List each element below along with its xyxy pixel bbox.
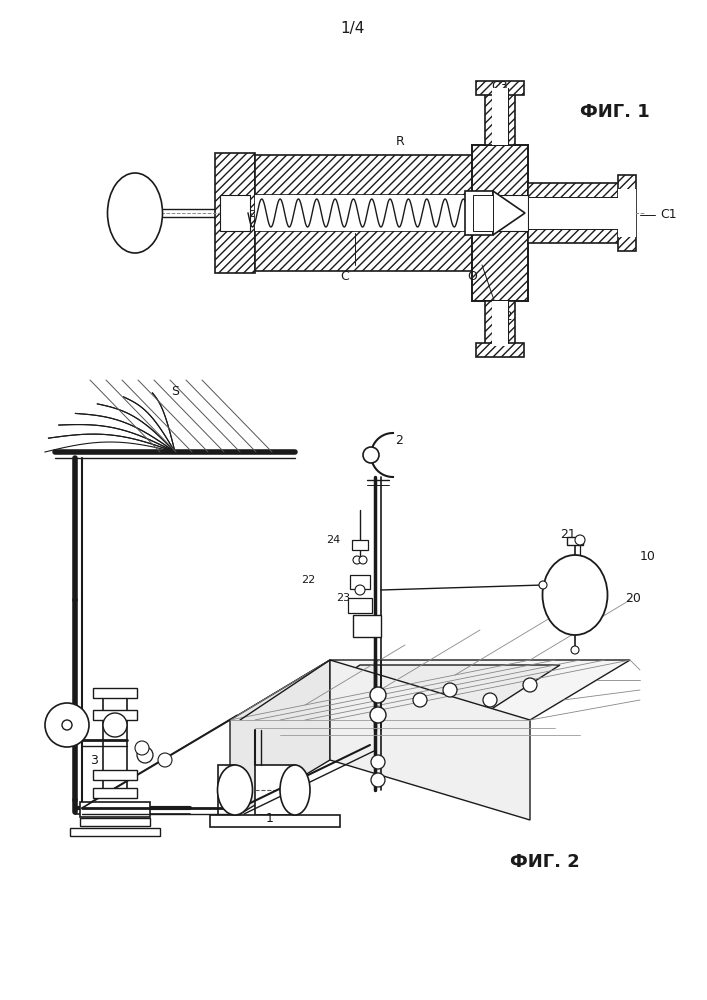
Circle shape <box>158 753 172 767</box>
Text: 1: 1 <box>266 812 274 825</box>
Bar <box>93 770 137 780</box>
Bar <box>472 195 528 231</box>
Circle shape <box>355 585 365 595</box>
Polygon shape <box>493 191 525 235</box>
Circle shape <box>135 741 149 755</box>
Bar <box>353 615 381 637</box>
Bar <box>485 88 515 145</box>
Bar <box>485 301 515 346</box>
Circle shape <box>137 747 153 763</box>
Text: ФИГ. 2: ФИГ. 2 <box>510 853 580 871</box>
Circle shape <box>370 687 386 703</box>
Bar <box>80 818 150 826</box>
Bar <box>93 788 137 798</box>
Text: ФИГ. 1: ФИГ. 1 <box>580 103 650 121</box>
Polygon shape <box>290 665 560 710</box>
Circle shape <box>363 447 379 463</box>
Circle shape <box>353 556 361 564</box>
Bar <box>103 690 127 790</box>
Text: C1: C1 <box>660 209 677 222</box>
Circle shape <box>571 646 579 654</box>
Circle shape <box>371 773 385 787</box>
Bar <box>255 195 500 231</box>
Bar <box>255 765 295 815</box>
Ellipse shape <box>218 765 252 815</box>
Text: S: S <box>171 385 179 398</box>
Text: C2: C2 <box>497 310 513 323</box>
Circle shape <box>413 693 427 707</box>
Circle shape <box>483 693 497 707</box>
Text: 20: 20 <box>625 591 641 604</box>
Circle shape <box>371 755 385 769</box>
Ellipse shape <box>542 555 607 635</box>
Text: O: O <box>467 270 477 283</box>
Bar <box>350 575 370 589</box>
Text: 22: 22 <box>300 575 315 585</box>
Bar <box>220 195 250 231</box>
Ellipse shape <box>107 173 163 253</box>
Circle shape <box>62 720 72 730</box>
Bar <box>218 765 235 815</box>
Text: C: C <box>341 270 349 283</box>
Text: 10: 10 <box>640 550 656 562</box>
Circle shape <box>45 703 89 747</box>
Bar <box>255 231 500 271</box>
Circle shape <box>443 683 457 697</box>
Ellipse shape <box>280 765 310 815</box>
Bar <box>472 145 528 301</box>
Bar <box>528 197 623 229</box>
Bar <box>93 710 137 720</box>
Circle shape <box>103 713 127 737</box>
Bar <box>70 828 160 836</box>
Circle shape <box>575 535 585 545</box>
Bar <box>473 195 493 231</box>
Bar <box>80 802 150 817</box>
Bar <box>476 343 524 357</box>
Bar <box>567 537 583 545</box>
Text: R: R <box>396 135 404 148</box>
Text: 3: 3 <box>90 754 98 766</box>
Text: 21: 21 <box>560 528 575 540</box>
Bar <box>528 183 623 243</box>
Text: 23: 23 <box>336 593 350 603</box>
Bar <box>492 301 508 346</box>
Text: 1/4: 1/4 <box>341 20 366 35</box>
Bar <box>472 195 528 231</box>
Bar <box>492 88 508 145</box>
Circle shape <box>359 556 367 564</box>
Bar <box>352 540 368 550</box>
Circle shape <box>539 581 547 589</box>
Circle shape <box>523 678 537 692</box>
Bar <box>476 81 524 95</box>
Bar <box>618 189 636 237</box>
Bar <box>220 195 250 231</box>
Polygon shape <box>330 660 530 820</box>
Polygon shape <box>230 660 330 820</box>
Bar <box>465 191 493 235</box>
Bar <box>215 153 255 273</box>
Bar <box>210 815 340 827</box>
Bar <box>255 155 500 195</box>
Circle shape <box>370 707 386 723</box>
Bar <box>348 598 372 613</box>
Bar <box>93 688 137 698</box>
Text: C3: C3 <box>491 80 508 93</box>
Polygon shape <box>230 660 630 720</box>
Bar <box>528 197 623 229</box>
Text: 2: 2 <box>395 434 403 446</box>
Bar <box>618 175 636 251</box>
Text: 24: 24 <box>326 535 340 545</box>
